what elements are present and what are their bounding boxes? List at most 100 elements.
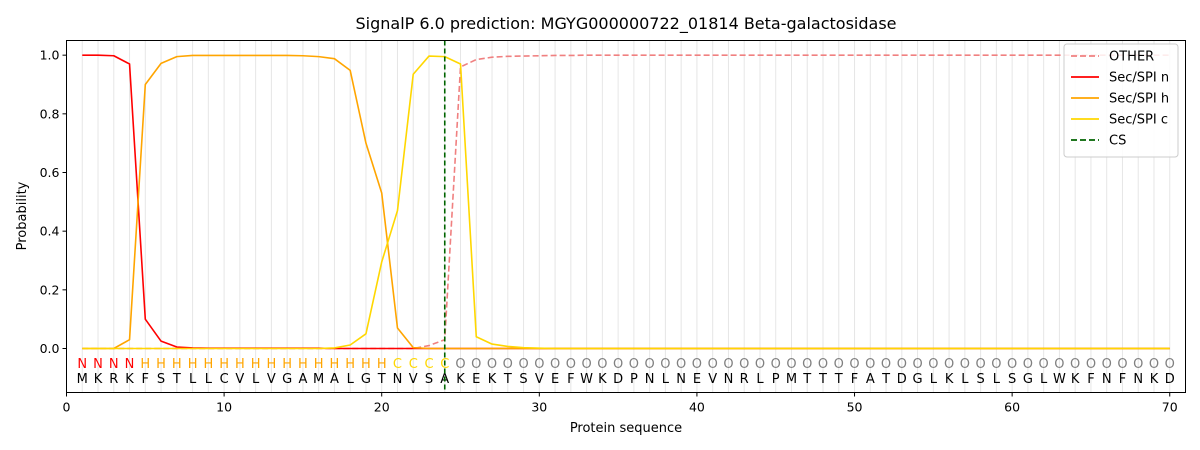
x-tick-label: 20 <box>374 400 390 415</box>
residue-letter: L <box>1040 372 1048 387</box>
vertical-gridlines <box>81 40 1171 393</box>
region-label: H <box>203 357 213 372</box>
region-label: O <box>676 357 686 372</box>
residue-letter: L <box>756 372 764 387</box>
residue-letter: N <box>724 372 734 387</box>
region-label: O <box>991 357 1001 372</box>
region-label: N <box>93 357 103 372</box>
residue-letter: V <box>267 372 276 387</box>
region-label: O <box>755 357 765 372</box>
legend: OTHER Sec/SPI n Sec/SPI h Sec/SPI c CS <box>1063 43 1179 158</box>
legend-label: OTHER <box>1109 50 1154 65</box>
x-tick-label: 30 <box>531 400 547 415</box>
y-tick-label: 0.2 <box>40 282 60 297</box>
region-label: C <box>393 357 402 372</box>
residue-letter: A <box>330 372 339 387</box>
residue-letter: S <box>519 372 527 387</box>
y-tick-label: 1.0 <box>40 48 60 63</box>
region-label: O <box>566 357 576 372</box>
x-tick-label: 40 <box>689 400 705 415</box>
residue-letter: M <box>786 372 797 387</box>
region-labels: NNNNHHHHHHHHHHHHHHHHCCCCOOOOOOOOOOOOOOOO… <box>77 357 1174 372</box>
region-label: O <box>1070 357 1080 372</box>
residue-letter: N <box>1102 372 1112 387</box>
residue-letter: M <box>77 372 88 387</box>
region-label: H <box>330 357 340 372</box>
region-label: O <box>834 357 844 372</box>
x-axis-ticks: 0 10 20 30 40 50 60 70 <box>63 392 1178 415</box>
region-label: N <box>109 357 119 372</box>
region-label: O <box>739 357 749 372</box>
residue-letter: K <box>1071 372 1080 387</box>
region-label: O <box>849 357 859 372</box>
region-label: O <box>1054 357 1064 372</box>
region-label: O <box>960 357 970 372</box>
residue-letter: K <box>488 372 497 387</box>
residue-letter: K <box>456 372 465 387</box>
residue-letter: A <box>298 372 307 387</box>
residue-letter: G <box>1023 372 1033 387</box>
region-label: O <box>818 357 828 372</box>
region-label: H <box>266 357 276 372</box>
residue-letter: V <box>409 372 418 387</box>
residue-letter: D <box>897 372 907 387</box>
residue-letter: E <box>693 372 701 387</box>
residue-letter: L <box>961 372 969 387</box>
region-label: H <box>314 357 324 372</box>
y-tick-label: 0.0 <box>40 341 60 356</box>
x-tick-label: 50 <box>847 400 863 415</box>
residue-letter: F <box>851 372 858 387</box>
legend-label: CS <box>1109 134 1126 149</box>
region-label: O <box>1149 357 1159 372</box>
residue-letter: K <box>94 372 103 387</box>
region-label: O <box>692 357 702 372</box>
residue-letter: L <box>993 372 1001 387</box>
region-label: H <box>282 357 292 372</box>
region-label: O <box>786 357 796 372</box>
legend-label: Sec/SPI n <box>1109 71 1169 86</box>
residue-letter: G <box>913 372 923 387</box>
residue-letter: S <box>425 372 433 387</box>
region-label: O <box>1086 357 1096 372</box>
residue-letter: W <box>580 372 593 387</box>
residue-letter: N <box>1133 372 1143 387</box>
residue-letter: V <box>235 372 244 387</box>
region-label: O <box>660 357 670 372</box>
region-label: O <box>771 357 781 372</box>
region-label: H <box>235 357 245 372</box>
residue-letter: P <box>772 372 780 387</box>
region-label: O <box>581 357 591 372</box>
region-label: H <box>377 357 387 372</box>
region-label: O <box>1133 357 1143 372</box>
y-tick-label: 0.6 <box>40 165 60 180</box>
residue-letter: S <box>157 372 165 387</box>
residue-letter: L <box>347 372 355 387</box>
region-label: O <box>503 357 513 372</box>
y-axis-ticks: 0.0 0.2 0.4 0.6 0.8 1.0 <box>40 48 67 356</box>
y-tick-label: 0.8 <box>40 106 60 121</box>
residue-letter: G <box>361 372 371 387</box>
sequence-residues: MKRKFSTLLCVLVGAMALGTNVSAKEKTSVEFWKDPNLNE… <box>77 372 1175 387</box>
x-tick-label: 70 <box>1162 400 1178 415</box>
residue-letter: K <box>598 372 607 387</box>
residue-letter: T <box>172 372 181 387</box>
region-label: O <box>881 357 891 372</box>
region-label: O <box>645 357 655 372</box>
residue-letter: L <box>252 372 260 387</box>
residue-letter: F <box>1119 372 1126 387</box>
residue-letter: V <box>535 372 544 387</box>
residue-letter: E <box>551 372 559 387</box>
region-label: O <box>487 357 497 372</box>
region-label: O <box>597 357 607 372</box>
region-label: H <box>361 357 371 372</box>
probability-series <box>82 54 1170 350</box>
region-label: O <box>613 357 623 372</box>
residue-letter: C <box>220 372 229 387</box>
region-label: N <box>77 357 87 372</box>
residue-letter: N <box>676 372 686 387</box>
residue-letter: K <box>1150 372 1159 387</box>
region-label: O <box>1165 357 1175 372</box>
residue-letter: A <box>866 372 875 387</box>
region-label: C <box>409 357 418 372</box>
